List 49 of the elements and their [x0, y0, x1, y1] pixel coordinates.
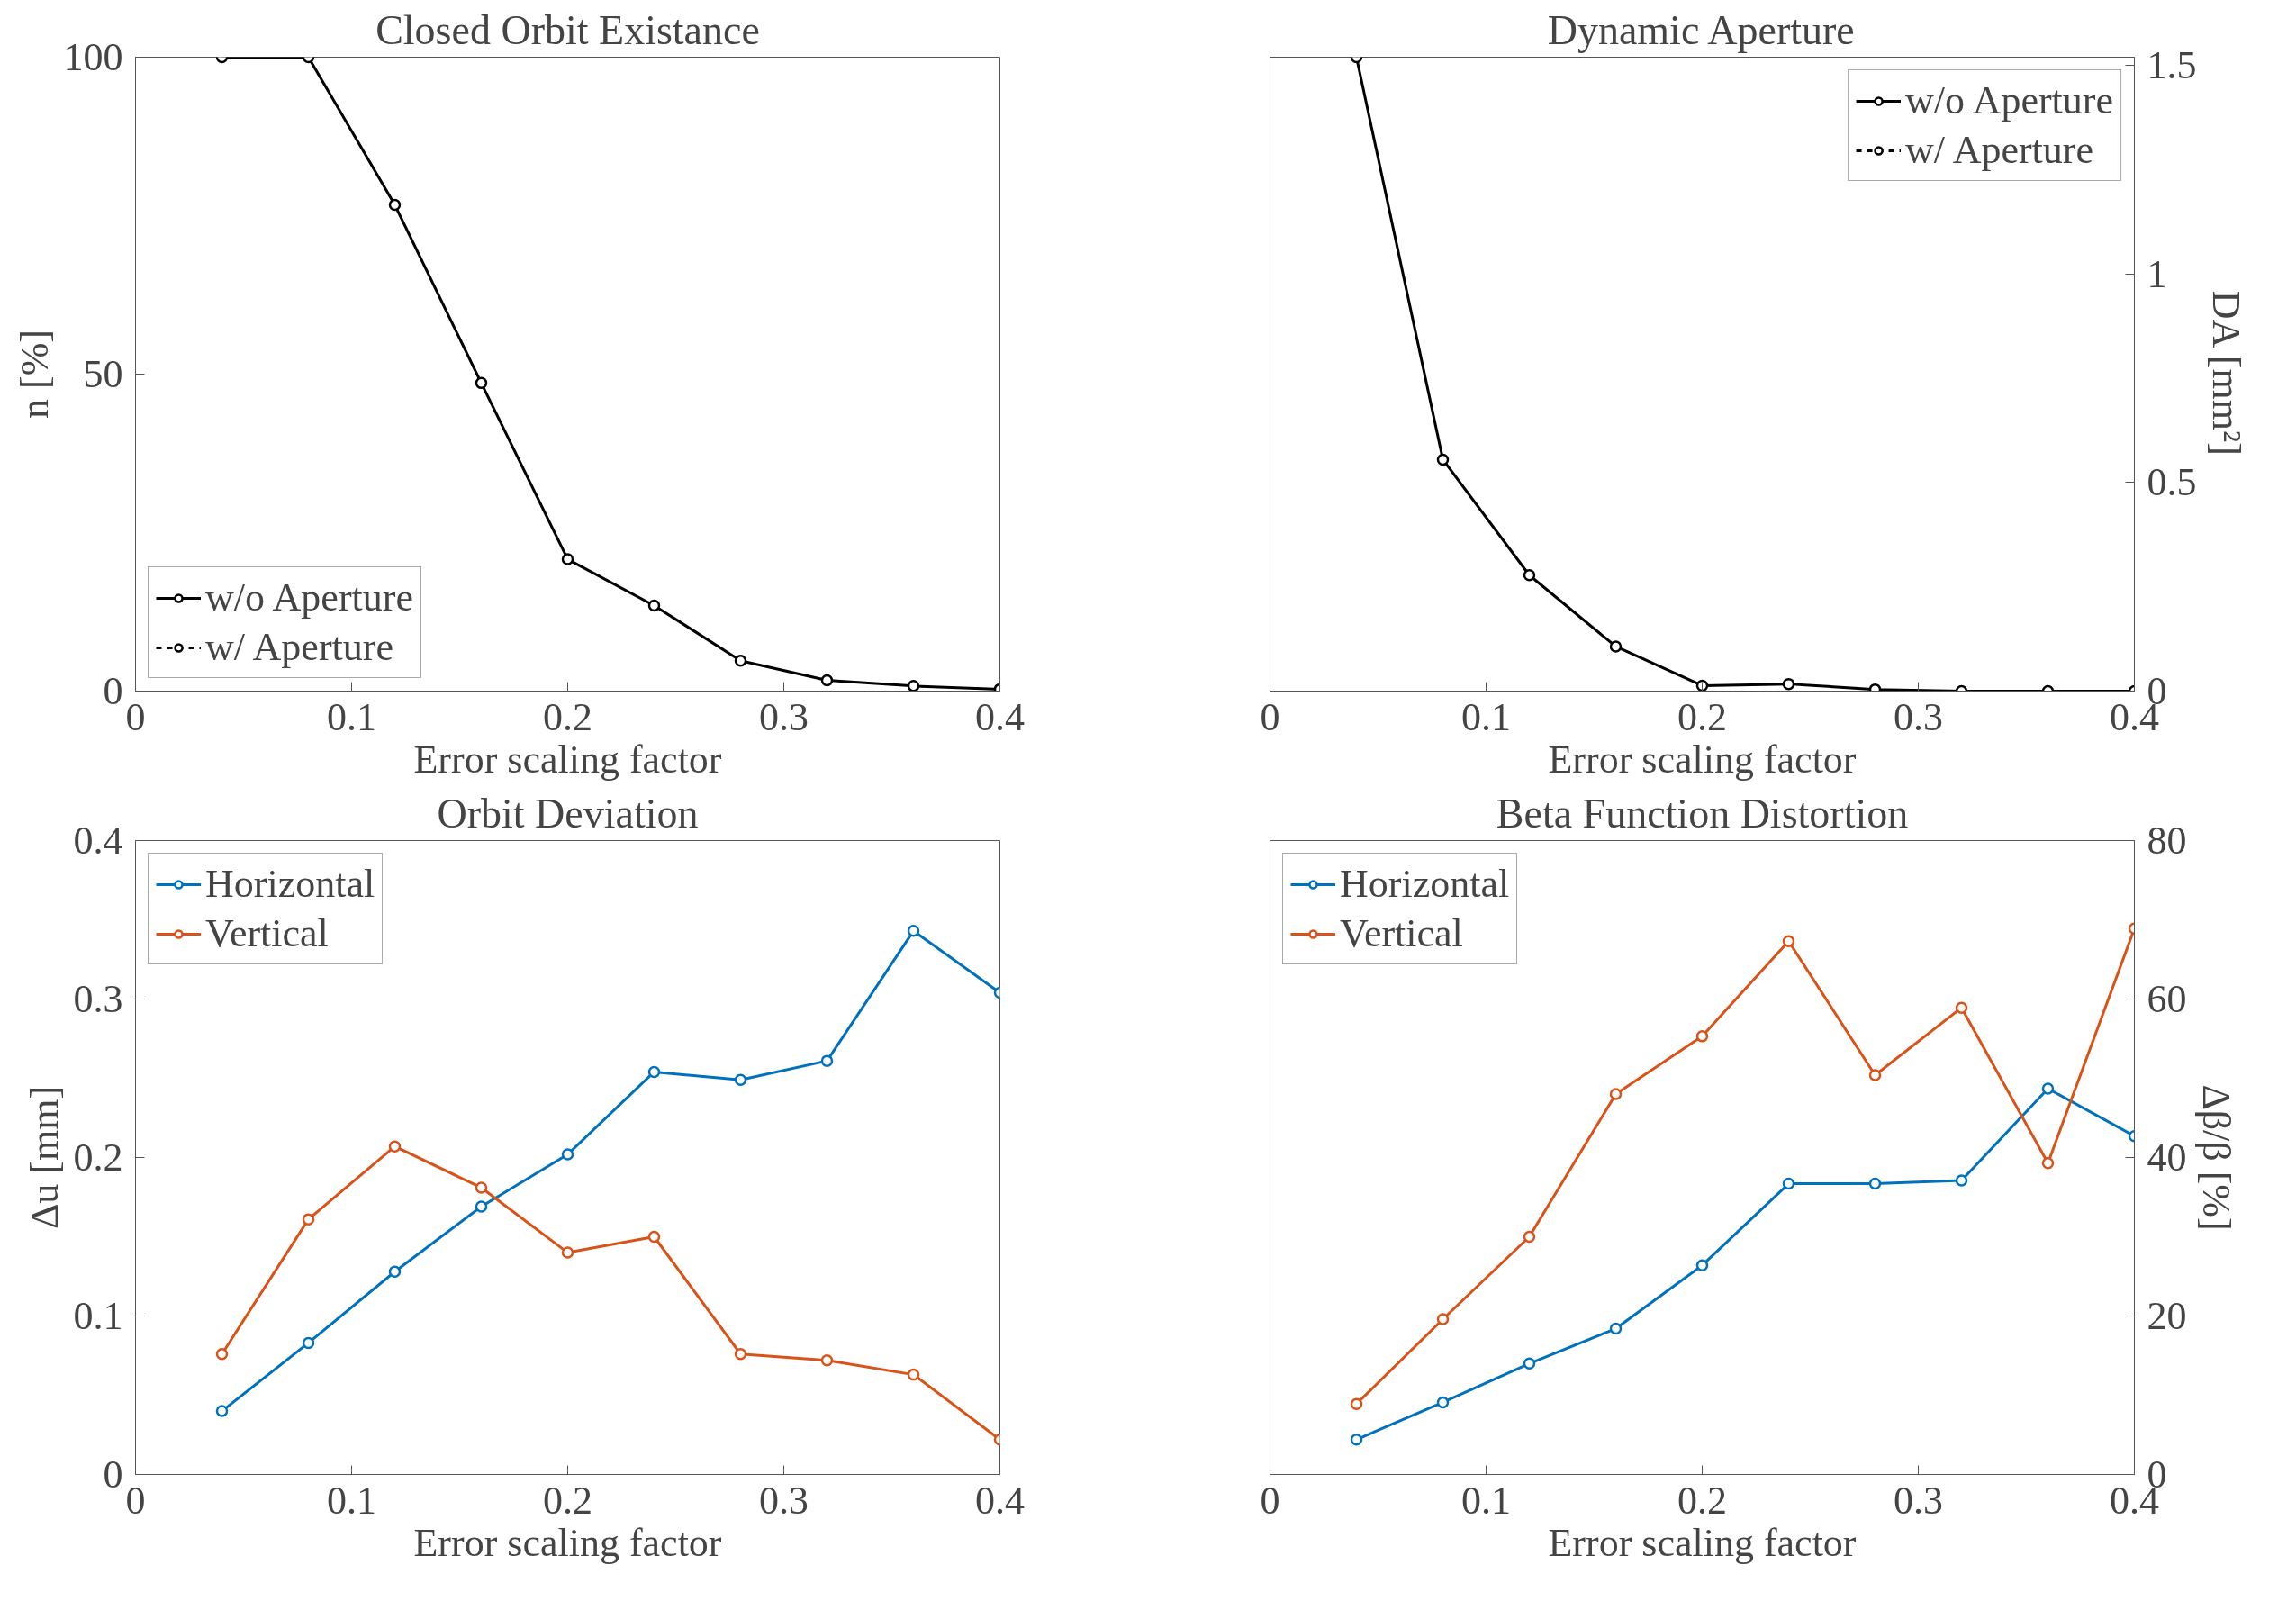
legend-label: Vertical	[1340, 910, 1463, 956]
x-tick-label: 0.4	[975, 1478, 1025, 1523]
y2-tick-label: 1.5	[2147, 43, 2197, 88]
x-axis-title: Error scaling factor	[1548, 737, 1857, 782]
y-tick-label: 0.3	[73, 977, 123, 1021]
x-tick-label: 0.1	[1461, 694, 1511, 739]
chart-title: Beta Function Distortion	[1496, 790, 1909, 837]
legend-label: Horizontal	[1340, 861, 1510, 907]
x-tick-label: 0.3	[759, 1478, 809, 1523]
x-tick-label: 0.1	[327, 1478, 376, 1523]
x-tick-label: 0.2	[1677, 694, 1727, 739]
y-tick-label: 0.1	[73, 1294, 123, 1338]
x-tick-label: 0.3	[1894, 694, 1943, 739]
x-tick-label: 0.1	[1461, 1478, 1511, 1523]
legend-label: w/o Aperture	[205, 574, 413, 620]
x-tick-label: 0.3	[1894, 1478, 1943, 1523]
y2-axis-title: Δβ/β [%]	[2193, 1084, 2238, 1231]
chart-title: Dynamic Aperture	[1547, 6, 1855, 53]
x-tick-label: 0	[1260, 694, 1280, 739]
y2-tick-label: 80	[2147, 819, 2187, 863]
y2-axis-title: DA [mm²]	[2203, 290, 2248, 456]
legend-label: Vertical	[205, 910, 329, 956]
legend-label: w/o Aperture	[1905, 77, 2113, 123]
chart-title: Closed Orbit Existance	[375, 6, 760, 53]
x-tick-label: 0.2	[543, 694, 592, 739]
legend-label: w/ Aperture	[1905, 127, 2093, 173]
x-tick-label: 0.3	[759, 694, 809, 739]
y-axis-title: n [%]	[12, 330, 57, 419]
chart-title: Orbit Deviation	[437, 790, 699, 837]
x-tick-label: 0	[1260, 1478, 1280, 1523]
x-axis-title: Error scaling factor	[1548, 1520, 1857, 1565]
legend-label: w/ Aperture	[205, 624, 393, 670]
y2-tick-label: 40	[2147, 1135, 2187, 1180]
y2-tick-label: 60	[2147, 977, 2187, 1021]
y-tick-label: 50	[83, 352, 123, 396]
x-tick-label: 0.2	[543, 1478, 592, 1523]
y-tick-label: 100	[63, 35, 123, 79]
x-tick-label: 0.2	[1677, 1478, 1727, 1523]
legend-label: Horizontal	[205, 861, 375, 907]
y2-tick-label: 1	[2147, 251, 2167, 296]
y-axis-title: Δu [mm]	[22, 1085, 67, 1230]
x-axis-title: Error scaling factor	[413, 737, 722, 782]
x-tick-label: 0.1	[327, 694, 376, 739]
x-tick-label: 0.4	[975, 694, 1025, 739]
y-tick-label: 0.2	[73, 1135, 123, 1180]
x-axis-title: Error scaling factor	[413, 1520, 722, 1565]
y2-tick-label: 0.5	[2147, 460, 2197, 505]
y2-tick-label: 20	[2147, 1294, 2187, 1338]
y-tick-label: 0.4	[73, 819, 123, 863]
